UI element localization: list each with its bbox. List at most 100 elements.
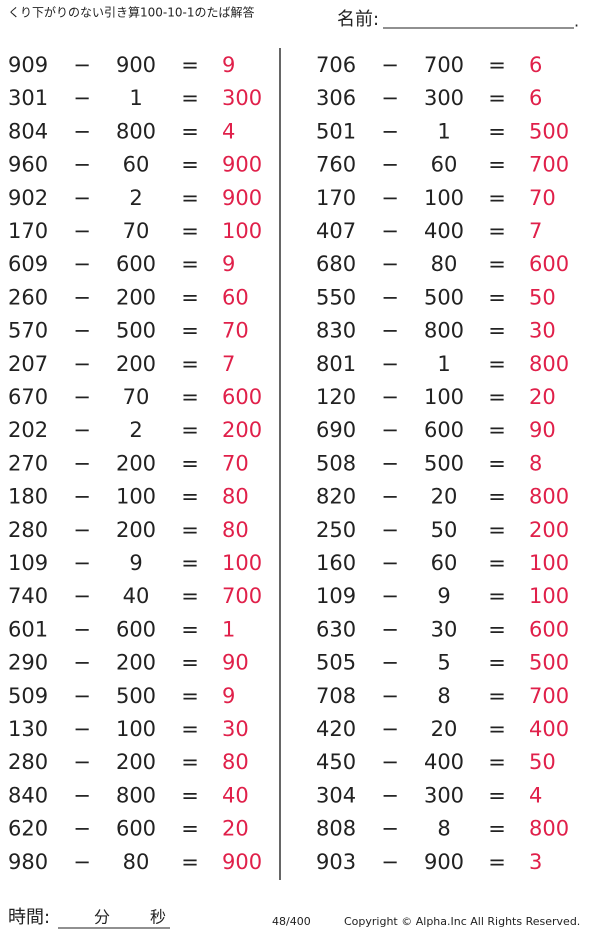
minuend: 609 — [8, 252, 48, 276]
answer: 80 — [222, 518, 249, 542]
subtrahend: 600 — [116, 252, 156, 276]
minus-sign: − — [381, 352, 399, 376]
minus-sign: − — [73, 285, 91, 309]
subtrahend: 1 — [437, 119, 450, 143]
subtrahend: 200 — [116, 352, 156, 376]
equals-sign: = — [181, 418, 199, 442]
equals-sign: = — [488, 219, 506, 243]
minus-sign: − — [381, 551, 399, 575]
minuend: 830 — [316, 319, 356, 343]
equals-sign: = — [181, 319, 199, 343]
minus-sign: − — [73, 717, 91, 741]
equals-sign: = — [181, 651, 199, 675]
subtrahend: 8 — [437, 817, 450, 841]
answer: 90 — [222, 651, 249, 675]
minuend: 160 — [316, 551, 356, 575]
minuend: 420 — [316, 717, 356, 741]
answer: 800 — [529, 817, 569, 841]
minus-sign: − — [73, 850, 91, 874]
subtrahend: 9 — [129, 551, 142, 575]
name-label: 名前: — [337, 9, 379, 30]
minus-sign: − — [73, 418, 91, 442]
minus-sign: − — [381, 485, 399, 509]
page-number: 48/400 — [272, 915, 311, 928]
minus-sign: − — [381, 319, 399, 343]
answer: 500 — [529, 119, 569, 143]
answer: 1 — [222, 617, 235, 641]
equals-sign: = — [181, 518, 199, 542]
equals-sign: = — [488, 850, 506, 874]
subtrahend: 70 — [123, 385, 150, 409]
minuend: 690 — [316, 418, 356, 442]
equals-sign: = — [488, 119, 506, 143]
subtrahend: 80 — [431, 252, 458, 276]
equals-sign: = — [488, 186, 506, 210]
minuend: 180 — [8, 485, 48, 509]
answer: 9 — [222, 252, 235, 276]
minus-sign: − — [381, 817, 399, 841]
subtrahend: 300 — [424, 783, 464, 807]
minus-sign: − — [73, 252, 91, 276]
answer: 600 — [222, 385, 262, 409]
equals-sign: = — [488, 385, 506, 409]
equals-sign: = — [488, 817, 506, 841]
equals-sign: = — [181, 485, 199, 509]
equals-sign: = — [488, 485, 506, 509]
answer: 80 — [222, 485, 249, 509]
answer: 400 — [529, 717, 569, 741]
minuend: 290 — [8, 651, 48, 675]
minus-sign: − — [381, 186, 399, 210]
subtrahend: 60 — [431, 551, 458, 575]
equals-sign: = — [181, 153, 199, 177]
minus-sign: − — [381, 219, 399, 243]
answer: 80 — [222, 750, 249, 774]
minuend: 740 — [8, 584, 48, 608]
answer: 900 — [222, 153, 262, 177]
minuend: 960 — [8, 153, 48, 177]
equals-sign: = — [181, 717, 199, 741]
answer: 30 — [529, 319, 556, 343]
answer: 7 — [529, 219, 542, 243]
answer: 70 — [222, 319, 249, 343]
minus-sign: − — [73, 651, 91, 675]
answer: 70 — [222, 451, 249, 475]
answer: 8 — [529, 451, 542, 475]
minuend: 450 — [316, 750, 356, 774]
minuend: 550 — [316, 285, 356, 309]
subtrahend: 500 — [116, 684, 156, 708]
subtrahend: 2 — [129, 418, 142, 442]
minuend: 808 — [316, 817, 356, 841]
answer: 70 — [529, 186, 556, 210]
minus-sign: − — [381, 617, 399, 641]
answer: 200 — [529, 518, 569, 542]
minuend: 601 — [8, 617, 48, 641]
minus-sign: − — [381, 86, 399, 110]
minuend: 207 — [8, 352, 48, 376]
equals-sign: = — [181, 617, 199, 641]
minus-sign: − — [73, 684, 91, 708]
subtrahend: 900 — [424, 850, 464, 874]
equals-sign: = — [181, 186, 199, 210]
minus-sign: − — [381, 584, 399, 608]
subtrahend: 600 — [116, 817, 156, 841]
subtrahend: 200 — [116, 750, 156, 774]
answer: 100 — [222, 551, 262, 575]
equals-sign: = — [488, 617, 506, 641]
equals-sign: = — [488, 651, 506, 675]
minuend: 202 — [8, 418, 48, 442]
minus-sign: − — [381, 451, 399, 475]
minus-sign: − — [381, 285, 399, 309]
minus-sign: − — [381, 750, 399, 774]
answer: 800 — [529, 352, 569, 376]
minuend: 501 — [316, 119, 356, 143]
minus-sign: − — [381, 717, 399, 741]
minuend: 306 — [316, 86, 356, 110]
answer: 600 — [529, 617, 569, 641]
equals-sign: = — [181, 53, 199, 77]
minuend: 706 — [316, 53, 356, 77]
minuend: 680 — [316, 252, 356, 276]
equals-sign: = — [488, 418, 506, 442]
seconds-label: 秒 — [150, 908, 166, 927]
minus-sign: − — [381, 684, 399, 708]
minus-sign: − — [73, 518, 91, 542]
